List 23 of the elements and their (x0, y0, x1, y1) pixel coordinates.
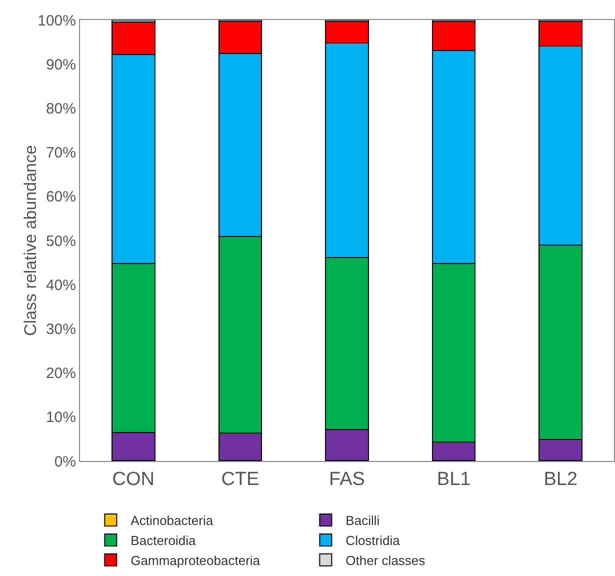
y-tick-label: 70% (46, 144, 76, 162)
x-tick-label: FAS (329, 468, 365, 490)
y-tick-label: 60% (46, 188, 76, 206)
y-tick-label: 100% (38, 12, 76, 30)
y-tick-label: 40% (46, 276, 76, 294)
x-tick-label: BL1 (436, 468, 471, 490)
x-tick-label: CON (112, 468, 155, 490)
y-tick-label: 50% (46, 232, 76, 250)
legend-label: Gammaproteobacteria (130, 552, 261, 568)
legend-label: Actinobacteria (130, 513, 214, 528)
y-tick-label: 0% (54, 453, 76, 470)
x-tick-label: CTE (221, 468, 260, 490)
legend-label: Clostridia (346, 533, 401, 548)
y-tick-label: 20% (46, 365, 76, 382)
y-tick-label: 30% (46, 320, 76, 338)
y-tick-label: 90% (46, 56, 76, 74)
y-axis-title: Class relative abundance (21, 145, 40, 336)
legend-label: Bacteroidia (130, 533, 196, 548)
legend-label: Other classes (346, 552, 426, 568)
legend-label: Bacilli (346, 513, 380, 528)
x-tick-label: BL2 (544, 468, 578, 490)
y-tick-label: 10% (46, 409, 76, 426)
y-tick-label: 80% (46, 100, 76, 118)
